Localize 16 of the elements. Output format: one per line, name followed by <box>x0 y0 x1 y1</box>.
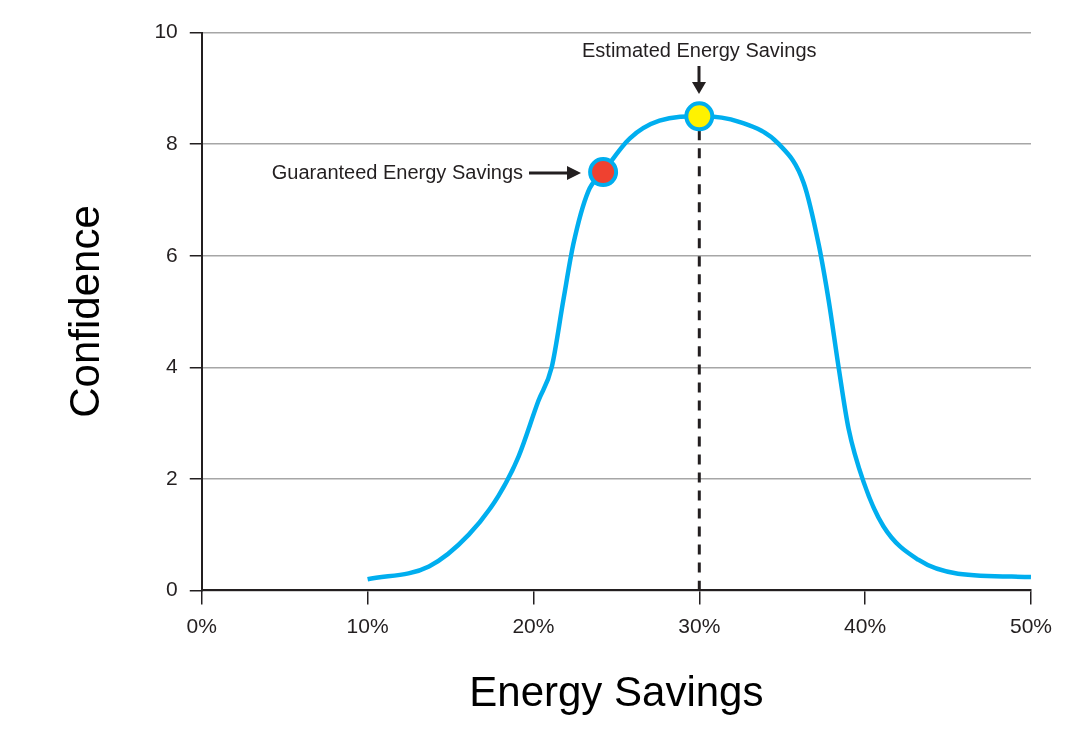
x-axis-title: Energy Savings <box>469 668 764 716</box>
x-tick-label: 50% <box>1009 613 1052 637</box>
y-tick-label: 4 <box>166 354 179 378</box>
x-tick-label: 30% <box>678 613 721 637</box>
y-axis-title: Confidence <box>60 205 108 418</box>
x-tick-label: 10% <box>346 613 389 637</box>
y-tick-label: 10 <box>154 19 178 43</box>
x-tick-label: 0% <box>186 613 217 637</box>
annotation: Guaranteed Energy Savings <box>270 160 524 185</box>
y-tick-label: 8 <box>166 130 178 154</box>
x-tick-label: 20% <box>512 613 555 637</box>
x-tick-label: 40% <box>844 613 887 637</box>
y-tick-label: 0 <box>166 577 178 601</box>
y-tick-label: 2 <box>166 465 178 489</box>
annotation: Estimated Energy Savings <box>581 38 818 63</box>
y-tick-label: 6 <box>166 242 178 266</box>
